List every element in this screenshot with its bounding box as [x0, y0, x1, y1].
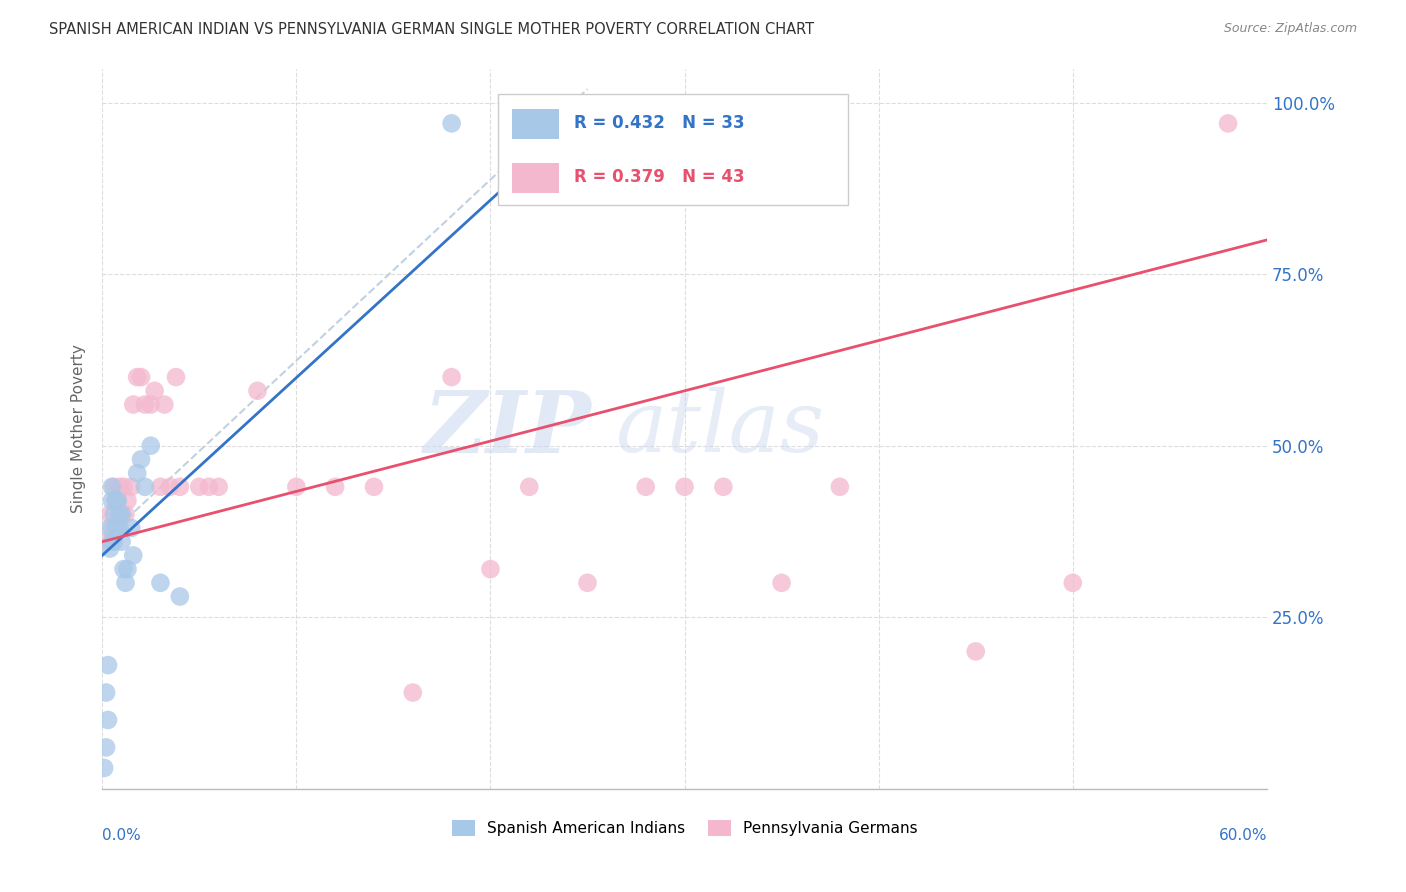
Point: [94, 685, 117, 699]
Point: [108, 521, 131, 535]
Point: [159, 480, 181, 494]
Text: R = 0.379   N = 43: R = 0.379 N = 43: [574, 168, 745, 186]
Point: [153, 398, 176, 412]
Text: 60.0%: 60.0%: [1219, 828, 1267, 843]
Point: [122, 398, 145, 412]
Point: [112, 562, 135, 576]
Point: [101, 480, 124, 494]
Point: [103, 534, 125, 549]
Point: [114, 508, 136, 522]
Point: [94, 740, 117, 755]
Point: [112, 480, 135, 494]
Point: [1216, 116, 1239, 130]
Point: [129, 452, 152, 467]
Point: [104, 493, 127, 508]
Point: [114, 575, 136, 590]
Point: [120, 521, 142, 535]
Point: [117, 562, 139, 576]
Point: [111, 534, 134, 549]
Point: [108, 508, 131, 522]
Point: [103, 508, 125, 522]
Point: [285, 480, 308, 494]
Point: [1062, 575, 1084, 590]
Point: [139, 398, 162, 412]
Y-axis label: Single Mother Poverty: Single Mother Poverty: [72, 344, 86, 513]
Point: [127, 370, 149, 384]
Text: SPANISH AMERICAN INDIAN VS PENNSYLVANIA GERMAN SINGLE MOTHER POVERTY CORRELATION: SPANISH AMERICAN INDIAN VS PENNSYLVANIA …: [49, 22, 814, 37]
Point: [517, 480, 540, 494]
Point: [134, 398, 156, 412]
Point: [634, 480, 657, 494]
Text: atlas: atlas: [614, 387, 824, 470]
Point: [208, 480, 231, 494]
Point: [965, 644, 987, 658]
Point: [770, 575, 793, 590]
Point: [402, 685, 425, 699]
Point: [499, 164, 522, 178]
Point: [828, 480, 851, 494]
Text: Source: ZipAtlas.com: Source: ZipAtlas.com: [1223, 22, 1357, 36]
Point: [127, 466, 149, 480]
Point: [107, 493, 129, 508]
Point: [139, 439, 162, 453]
Point: [169, 480, 191, 494]
Point: [101, 521, 124, 535]
Point: [120, 480, 142, 494]
Point: [98, 541, 121, 556]
Point: [98, 521, 121, 535]
Point: [673, 480, 696, 494]
Point: [363, 480, 385, 494]
Point: [117, 493, 139, 508]
Point: [149, 575, 172, 590]
Point: [98, 508, 121, 522]
Point: [101, 534, 124, 549]
Point: [93, 761, 115, 775]
Point: [104, 493, 127, 508]
Point: [122, 549, 145, 563]
Point: [479, 562, 502, 576]
Point: [103, 480, 125, 494]
Text: 0.0%: 0.0%: [103, 828, 141, 843]
Point: [97, 658, 120, 673]
Point: [104, 521, 127, 535]
Point: [129, 370, 152, 384]
Point: [440, 116, 463, 130]
Point: [165, 370, 187, 384]
Point: [97, 713, 120, 727]
Point: [198, 480, 221, 494]
Point: [323, 480, 346, 494]
Text: ZIP: ZIP: [423, 387, 592, 470]
Point: [111, 508, 134, 522]
Point: [169, 590, 191, 604]
Point: [149, 480, 172, 494]
Point: [440, 370, 463, 384]
Point: [111, 508, 134, 522]
Legend: Spanish American Indians, Pennsylvania Germans: Spanish American Indians, Pennsylvania G…: [446, 814, 924, 842]
Point: [188, 480, 211, 494]
Point: [576, 575, 599, 590]
Point: [711, 480, 734, 494]
Point: [94, 534, 117, 549]
Point: [107, 493, 129, 508]
Point: [134, 480, 156, 494]
Point: [107, 521, 129, 535]
Point: [108, 480, 131, 494]
Bar: [512, 163, 558, 193]
Bar: [512, 109, 558, 139]
Point: [246, 384, 269, 398]
Text: R = 0.432   N = 33: R = 0.432 N = 33: [574, 113, 745, 131]
Point: [101, 493, 124, 508]
Point: [143, 384, 166, 398]
FancyBboxPatch shape: [498, 94, 848, 205]
